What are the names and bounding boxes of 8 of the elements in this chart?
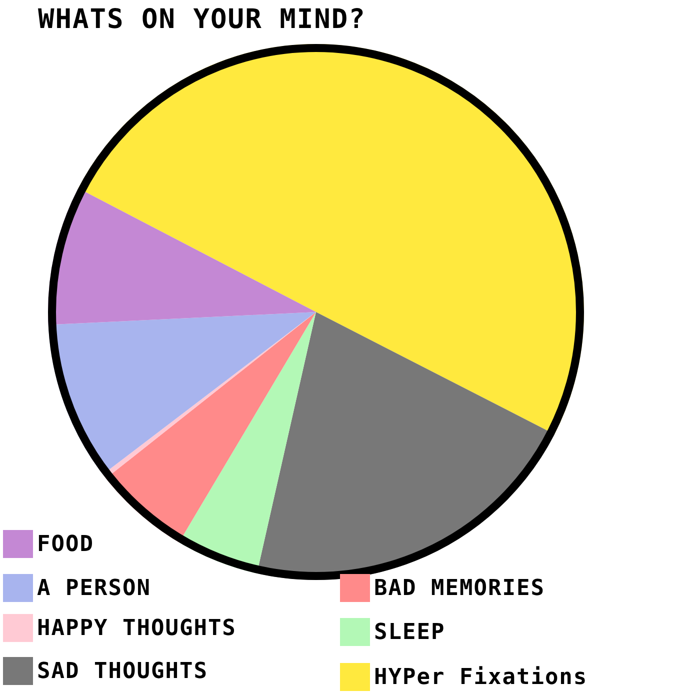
legend-label: SLEEP bbox=[374, 620, 446, 644]
legend-label: SAD THOUGHTS bbox=[37, 658, 208, 684]
chart-title: WHATS ON YOUR MIND? bbox=[38, 4, 366, 35]
legend-label: BAD MEMORIES bbox=[374, 576, 545, 600]
legend-label: HYPer Fixations bbox=[374, 664, 588, 690]
legend-label: FOOD bbox=[37, 532, 94, 556]
legend-label: HAPPY THOUGHTS bbox=[37, 616, 236, 640]
legend-label: A PERSON bbox=[37, 576, 151, 600]
